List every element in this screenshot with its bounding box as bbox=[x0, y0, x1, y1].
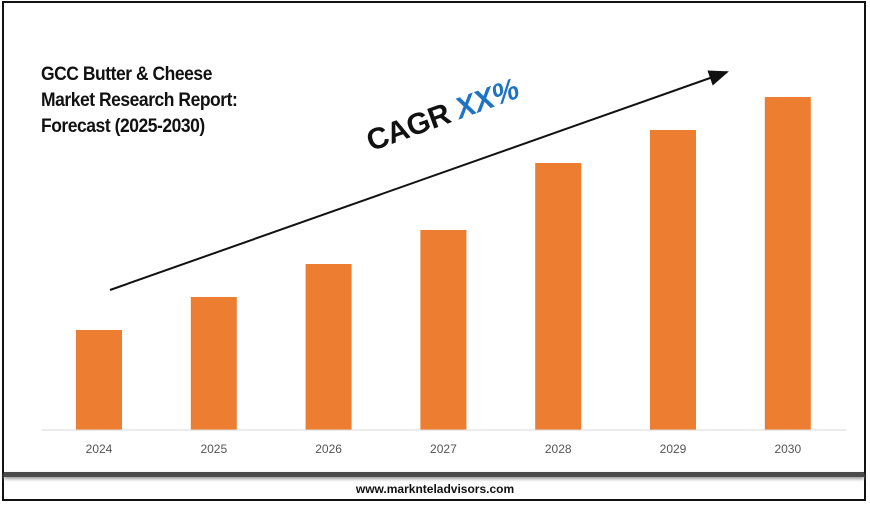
footer-website: www.marknteladvisors.com bbox=[355, 482, 515, 496]
footer-divider bbox=[4, 472, 864, 477]
x-tick-label: 2025 bbox=[200, 442, 227, 456]
bar-2024 bbox=[76, 330, 122, 430]
title-line-2: Market Research Report: bbox=[41, 90, 238, 111]
x-tick-label: 2029 bbox=[660, 442, 687, 456]
chart-title: GCC Butter & Cheese Market Research Repo… bbox=[41, 62, 238, 140]
x-tick-label: 2026 bbox=[315, 442, 342, 456]
x-tick-label: 2027 bbox=[430, 442, 457, 456]
title-line-1: GCC Butter & Cheese bbox=[41, 64, 212, 85]
bar-2028 bbox=[535, 163, 582, 430]
title-line-3: Forecast (2025-2030) bbox=[41, 116, 205, 137]
x-tick-label: 2030 bbox=[774, 442, 801, 456]
bar-2027 bbox=[420, 230, 467, 430]
bar-2026 bbox=[305, 264, 352, 430]
bar-2030 bbox=[764, 97, 811, 430]
bar-2029 bbox=[650, 130, 696, 430]
x-tick-label: 2028 bbox=[545, 442, 572, 456]
growth-arrow bbox=[109, 70, 729, 291]
x-tick-label: 2024 bbox=[86, 442, 113, 456]
bar-2025 bbox=[190, 297, 237, 430]
